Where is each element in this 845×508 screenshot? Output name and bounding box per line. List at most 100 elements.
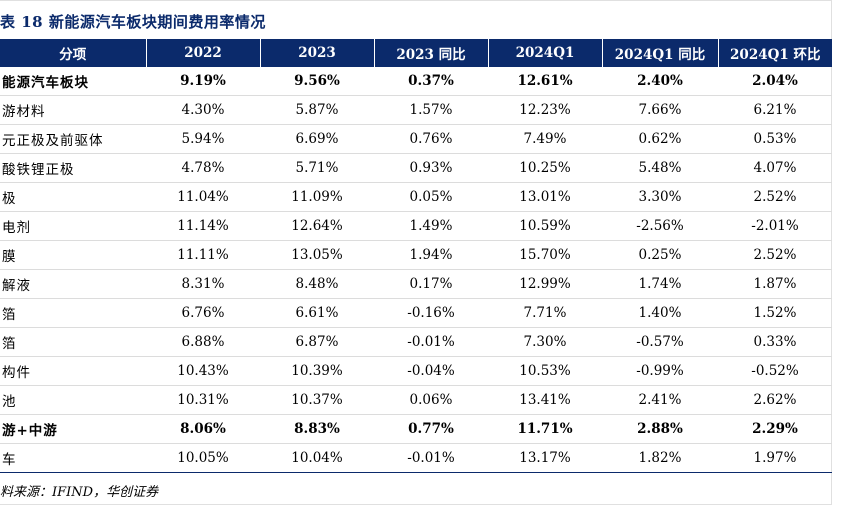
table-cell: 5.94% <box>146 124 260 154</box>
table-cell: 10.53% <box>488 356 602 386</box>
row-label: 游+中游 <box>0 414 146 444</box>
header-2024q1: 2024Q1 <box>488 39 603 67</box>
table-cell: 6.61% <box>260 298 374 328</box>
table-cell: 10.59% <box>488 211 602 241</box>
table-cell: -0.99% <box>602 356 718 386</box>
table-cell: 15.70% <box>488 240 602 270</box>
table-cell: 1.87% <box>718 269 832 299</box>
table-cell: 1.52% <box>718 298 832 328</box>
table-cell: 1.57% <box>374 95 488 125</box>
row-label: 元正极及前驱体 <box>0 124 146 154</box>
row-label: 箔 <box>0 298 146 328</box>
table-cell: 7.49% <box>488 124 602 154</box>
table-row: 酸铁锂正极 4.78% 5.71% 0.93% 10.25% 5.48% 4.07% <box>0 153 832 183</box>
table-cell: 6.87% <box>260 327 374 357</box>
table-cell: 7.30% <box>488 327 602 357</box>
table-cell: 0.77% <box>374 414 488 444</box>
row-label: 酸铁锂正极 <box>0 153 146 183</box>
table-cell: 2.40% <box>602 67 718 96</box>
table-cell: 13.05% <box>260 240 374 270</box>
header-2022: 2022 <box>146 39 261 67</box>
table-cell: 12.64% <box>260 211 374 241</box>
table-cell: 2.04% <box>718 67 832 96</box>
table-cell: 10.25% <box>488 153 602 183</box>
table-cell: -2.01% <box>718 211 832 241</box>
table-row: 电剂 11.14% 12.64% 1.49% 10.59% -2.56% -2.01% <box>0 211 832 241</box>
table-cell: 10.39% <box>260 356 374 386</box>
table-row: 游材料 4.30% 5.87% 1.57% 12.23% 7.66% 6.21% <box>0 95 832 125</box>
table-cell: 2.41% <box>602 385 718 415</box>
table-row: 箔 6.88% 6.87% -0.01% 7.30% -0.57% 0.33% <box>0 327 832 357</box>
header-row: 分项 2022 2023 2023 同比 2024Q1 2024Q1 同比 20… <box>0 39 832 67</box>
table-cell: 10.04% <box>260 443 374 473</box>
row-label: 车 <box>0 443 146 473</box>
table-cell: -2.56% <box>602 211 718 241</box>
table-cell: 13.01% <box>488 182 602 212</box>
table-cell: -0.01% <box>374 327 488 357</box>
table-cell: 10.05% <box>146 443 260 473</box>
table-cell: 4.78% <box>146 153 260 183</box>
table-title: 表 18 新能源汽车板块期间费用率情况 <box>0 13 266 31</box>
table-cell: 2.62% <box>718 385 832 415</box>
table-row: 膜 11.11% 13.05% 1.94% 15.70% 0.25% 2.52% <box>0 240 832 270</box>
table-cell: 0.05% <box>374 182 488 212</box>
table-cell: 1.74% <box>602 269 718 299</box>
table-cell: 11.04% <box>146 182 260 212</box>
table-cell: 1.97% <box>718 443 832 473</box>
table-cell: 2.52% <box>718 240 832 270</box>
table-cell: 0.62% <box>602 124 718 154</box>
table-cell: 8.83% <box>260 414 374 444</box>
table-cell: 4.30% <box>146 95 260 125</box>
table-cell: 11.71% <box>488 414 602 444</box>
row-label: 解液 <box>0 269 146 299</box>
table-cell: 3.30% <box>602 182 718 212</box>
table-cell: -0.04% <box>374 356 488 386</box>
table-cell: -0.01% <box>374 443 488 473</box>
table-cell: 13.41% <box>488 385 602 415</box>
table-cell: 11.11% <box>146 240 260 270</box>
table-row: 游+中游 8.06% 8.83% 0.77% 11.71% 2.88% 2.29% <box>0 414 832 444</box>
table-row: 解液 8.31% 8.48% 0.17% 12.99% 1.74% 1.87% <box>0 269 832 299</box>
table-cell: 0.37% <box>374 67 488 96</box>
row-label: 构件 <box>0 356 146 386</box>
table-cell: 0.25% <box>602 240 718 270</box>
table-cell: 0.53% <box>718 124 832 154</box>
header-2024q1-qoq: 2024Q1 环比 <box>718 39 832 67</box>
source-note: 料来源：IFIND，华创证券 <box>0 485 159 500</box>
table-cell: 12.61% <box>488 67 602 96</box>
table-row: 能源汽车板块 9.19% 9.56% 0.37% 12.61% 2.40% 2.04% <box>0 67 832 96</box>
table-cell: 2.88% <box>602 414 718 444</box>
table-cell: 0.17% <box>374 269 488 299</box>
table-cell: 8.06% <box>146 414 260 444</box>
table-cell: 0.06% <box>374 385 488 415</box>
table-cell: 11.09% <box>260 182 374 212</box>
table-row: 车 10.05% 10.04% -0.01% 13.17% 1.82% 1.97% <box>0 443 832 473</box>
table-cell: 1.40% <box>602 298 718 328</box>
table-cell: -0.16% <box>374 298 488 328</box>
table-cell: 4.07% <box>718 153 832 183</box>
table-cell: 5.48% <box>602 153 718 183</box>
table-cell: 8.48% <box>260 269 374 299</box>
table-cell: -0.52% <box>718 356 832 386</box>
table-cell: 11.14% <box>146 211 260 241</box>
table-cell: 12.23% <box>488 95 602 125</box>
table-row: 池 10.31% 10.37% 0.06% 13.41% 2.41% 2.62% <box>0 385 832 415</box>
table-cell: 0.76% <box>374 124 488 154</box>
table-row: 构件 10.43% 10.39% -0.04% 10.53% -0.99% -0.52% <box>0 356 832 386</box>
expense-ratio-table: 分项 2022 2023 2023 同比 2024Q1 2024Q1 同比 20… <box>0 39 832 473</box>
table-cell: 10.37% <box>260 385 374 415</box>
row-label: 池 <box>0 385 146 415</box>
row-label: 游材料 <box>0 95 146 125</box>
table-cell: 10.31% <box>146 385 260 415</box>
row-label: 能源汽车板块 <box>0 67 146 96</box>
table-cell: 1.49% <box>374 211 488 241</box>
header-2023: 2023 <box>260 39 375 67</box>
table-cell: 2.52% <box>718 182 832 212</box>
table-cell: 2.29% <box>718 414 832 444</box>
table-cell: 9.19% <box>146 67 260 96</box>
header-item: 分项 <box>0 39 147 67</box>
table-cell: 6.69% <box>260 124 374 154</box>
table-row: 极 11.04% 11.09% 0.05% 13.01% 3.30% 2.52% <box>0 182 832 212</box>
table-cell: 0.33% <box>718 327 832 357</box>
header-2024q1-yoy: 2024Q1 同比 <box>602 39 719 67</box>
